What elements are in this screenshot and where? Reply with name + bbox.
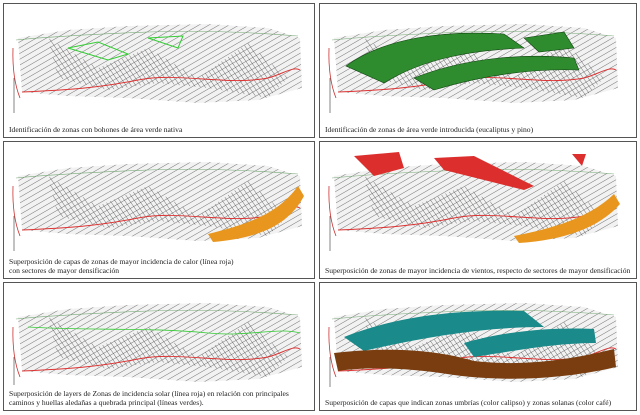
caption: Identificación de zonas con bohones de á…	[9, 125, 310, 134]
caption: Superposición de capas de zonas de mayor…	[9, 257, 310, 275]
caption-line: Superposición de zonas de mayor incidenc…	[325, 266, 631, 275]
caption-line: Identificación de zonas de área verde in…	[325, 125, 534, 134]
caption: Superposición de zonas de mayor incidenc…	[325, 266, 632, 275]
panel: Identificación de zonas con bohones de á…	[3, 3, 315, 138]
panel: Superposición de layers de Zonas de inci…	[3, 282, 315, 411]
panel: Superposición de capas de zonas de mayor…	[3, 141, 315, 279]
caption: Superposición de layers de Zonas de inci…	[9, 389, 310, 407]
caption-line: con sectores de mayor densificación	[9, 266, 120, 275]
map	[12, 23, 303, 113]
panel: Superposición de zonas de mayor incidenc…	[319, 141, 637, 279]
map	[328, 152, 620, 251]
caption: Identificación de zonas de área verde in…	[325, 125, 632, 134]
caption-line: caminos y huellas aledañas a quebrada pr…	[9, 398, 204, 407]
map	[12, 161, 304, 251]
caption-line: Superposición de capas que indican zonas…	[325, 398, 612, 407]
caption: Superposición de capas que indican zonas…	[325, 398, 632, 407]
panel: Superposición de capas que indican zonas…	[319, 282, 637, 411]
map	[328, 302, 619, 387]
map	[328, 23, 619, 113]
panel: Identificación de zonas de área verde in…	[319, 3, 637, 138]
map	[12, 302, 303, 385]
caption-line: Identificación de zonas con bohones de á…	[9, 125, 183, 134]
caption-line: Superposición de capas de zonas de mayor…	[9, 257, 234, 266]
caption-line: Superposición de layers de Zonas de inci…	[9, 389, 289, 398]
